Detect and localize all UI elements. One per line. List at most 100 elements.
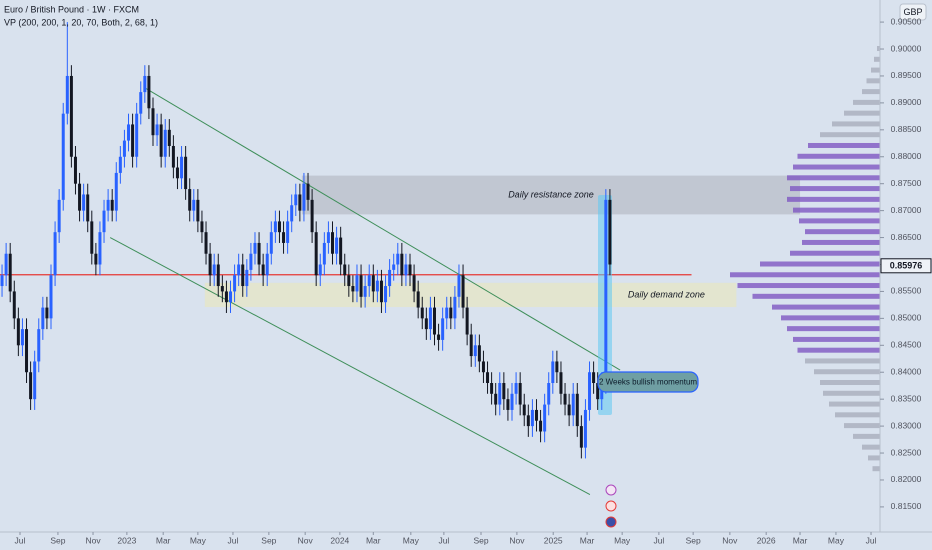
candle-body xyxy=(131,124,135,157)
candle-body xyxy=(57,199,61,233)
candle-body xyxy=(543,404,547,432)
x-tick-label: Nov xyxy=(85,535,101,545)
volume-profile-bar xyxy=(832,121,880,127)
candle-body xyxy=(494,393,498,405)
candle-body xyxy=(559,372,563,394)
candle-body xyxy=(37,329,41,362)
volume-profile-bar xyxy=(793,164,880,170)
candle-body xyxy=(229,291,233,303)
x-tick-label: 2024 xyxy=(330,535,349,545)
candle-body xyxy=(388,269,392,287)
volume-profile-bar xyxy=(862,444,880,450)
candle-body xyxy=(8,253,12,292)
trendline xyxy=(109,237,591,495)
candle-body xyxy=(127,124,131,141)
candle-body xyxy=(29,372,33,400)
candle-body xyxy=(110,199,114,211)
candle-body xyxy=(441,318,445,340)
candle-body xyxy=(237,264,241,276)
volume-profile-bar xyxy=(799,218,880,224)
candle-body xyxy=(200,221,204,233)
volume-profile-bar xyxy=(737,283,880,289)
volume-profile-bar xyxy=(868,455,880,461)
y-tick-label: 0.86500 xyxy=(891,232,922,242)
currency-label[interactable]: GBP xyxy=(903,7,922,17)
candle-body xyxy=(526,415,530,427)
candle-body xyxy=(445,307,449,319)
y-tick-label: 0.89500 xyxy=(891,70,922,80)
candle-body xyxy=(167,129,171,146)
candle-body xyxy=(502,383,506,400)
candle-body xyxy=(204,232,208,254)
candle-body xyxy=(216,264,220,287)
candle-body xyxy=(94,253,98,265)
x-tick-label: Sep xyxy=(473,535,488,545)
candle-body xyxy=(233,275,237,292)
candle-body xyxy=(588,372,592,410)
candle-body xyxy=(457,275,461,297)
x-tick-label: Mar xyxy=(580,535,595,545)
candle-body xyxy=(408,264,412,276)
volume-profile-bar xyxy=(877,46,880,52)
candle-body xyxy=(139,92,143,114)
candle-body xyxy=(379,280,383,303)
candle-body xyxy=(265,253,269,276)
event-icon[interactable] xyxy=(605,516,617,528)
candle-body xyxy=(118,156,122,173)
candle-body xyxy=(330,232,334,254)
currency-box[interactable] xyxy=(899,3,927,21)
candle-body xyxy=(155,124,159,136)
candle-body xyxy=(61,113,65,200)
y-tick-label: 0.82500 xyxy=(891,447,922,457)
event-icon[interactable] xyxy=(605,484,617,496)
candle-body xyxy=(306,183,310,200)
candle-body xyxy=(437,334,441,340)
candle-body xyxy=(400,253,404,276)
volume-profile-bar xyxy=(814,369,880,375)
x-tick-label: Jul xyxy=(15,535,26,545)
volume-profile-bar xyxy=(797,153,880,159)
volume-profile-bar xyxy=(805,358,880,364)
candle-body xyxy=(432,307,436,335)
candle-body xyxy=(286,221,290,243)
candle-body xyxy=(273,221,277,233)
candle-body xyxy=(302,183,306,211)
volume-profile-bar xyxy=(866,78,880,84)
candle-body xyxy=(539,420,543,432)
event-icon[interactable] xyxy=(605,500,617,512)
candle-body xyxy=(571,393,575,416)
y-tick-label: 0.83500 xyxy=(891,393,922,403)
candle-body xyxy=(392,264,396,270)
candle-body xyxy=(253,242,257,254)
candle-body xyxy=(608,199,612,265)
volume-profile-bar xyxy=(844,110,880,116)
x-tick-label: Sep xyxy=(50,535,65,545)
candle-body xyxy=(477,345,481,362)
candle-body xyxy=(208,253,212,276)
y-tick-label: 0.87000 xyxy=(891,205,922,215)
candle-body xyxy=(465,307,469,335)
volume-profile-bar xyxy=(787,196,880,202)
candle-body xyxy=(335,237,339,254)
indicator-label: VP (200, 200, 1, 20, 70, Both, 2, 68, 1) xyxy=(4,17,158,27)
x-tick-label: Mar xyxy=(793,535,808,545)
candle-body xyxy=(69,75,73,157)
candle-body xyxy=(163,129,167,157)
volume-profile-bar xyxy=(790,186,880,192)
y-tick-label: 0.82000 xyxy=(891,474,922,484)
volume-profile-bar xyxy=(802,239,880,245)
volume-profile-bar xyxy=(797,347,880,353)
y-tick-label: 0.88000 xyxy=(891,151,922,161)
candle-body xyxy=(567,404,571,416)
candle-body xyxy=(367,275,371,287)
y-tick-label: 0.85500 xyxy=(891,286,922,296)
volume-profile-bar xyxy=(760,261,880,267)
candle-body xyxy=(45,307,49,319)
candle-body xyxy=(416,291,420,308)
chart-title: Euro / British Pound · 1W · FXCM xyxy=(4,4,139,14)
candle-body xyxy=(469,334,473,357)
y-tick-label: 0.89000 xyxy=(891,97,922,107)
candle-body xyxy=(490,383,494,394)
candle-body xyxy=(498,383,502,405)
